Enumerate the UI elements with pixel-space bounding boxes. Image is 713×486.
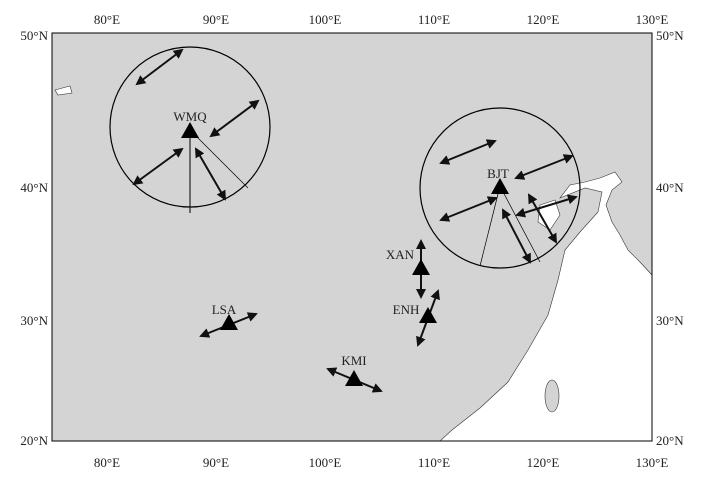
station-label: ENH bbox=[393, 302, 420, 317]
lat-label-right: 30°N bbox=[656, 313, 684, 328]
lon-label-top: 100°E bbox=[309, 12, 342, 27]
lon-label-bottom: 90°E bbox=[203, 455, 229, 470]
lat-label-left: 50°N bbox=[20, 28, 48, 43]
lon-label-bottom: 130°E bbox=[636, 455, 669, 470]
lon-label-bottom: 100°E bbox=[309, 455, 342, 470]
lon-label-top: 130°E bbox=[636, 12, 669, 27]
lat-label-right: 20°N bbox=[656, 433, 684, 448]
lon-label-bottom: 120°E bbox=[527, 455, 560, 470]
station-label: WMQ bbox=[173, 109, 207, 124]
arrows bbox=[132, 48, 578, 393]
lon-label-top: 110°E bbox=[418, 12, 450, 27]
lon-label-bottom: 110°E bbox=[418, 455, 450, 470]
lat-label-left: 40°N bbox=[20, 180, 48, 195]
station-label: XAN bbox=[386, 247, 415, 262]
lon-label-top: 90°E bbox=[203, 12, 229, 27]
lat-label-left: 20°N bbox=[20, 433, 48, 448]
station-label: LSA bbox=[212, 302, 237, 317]
lon-label-top: 80°E bbox=[94, 12, 120, 27]
frame bbox=[51, 32, 653, 442]
circles bbox=[109, 46, 581, 269]
station-label: KMI bbox=[341, 353, 366, 368]
lat-label-right: 40°N bbox=[656, 180, 684, 195]
station-label: BJT bbox=[487, 166, 509, 181]
lon-label-top: 120°E bbox=[527, 12, 560, 27]
lat-label-left: 30°N bbox=[20, 313, 48, 328]
lon-label-bottom: 80°E bbox=[94, 455, 120, 470]
lat-label-right: 50°N bbox=[656, 28, 684, 43]
station-markers bbox=[181, 122, 509, 386]
